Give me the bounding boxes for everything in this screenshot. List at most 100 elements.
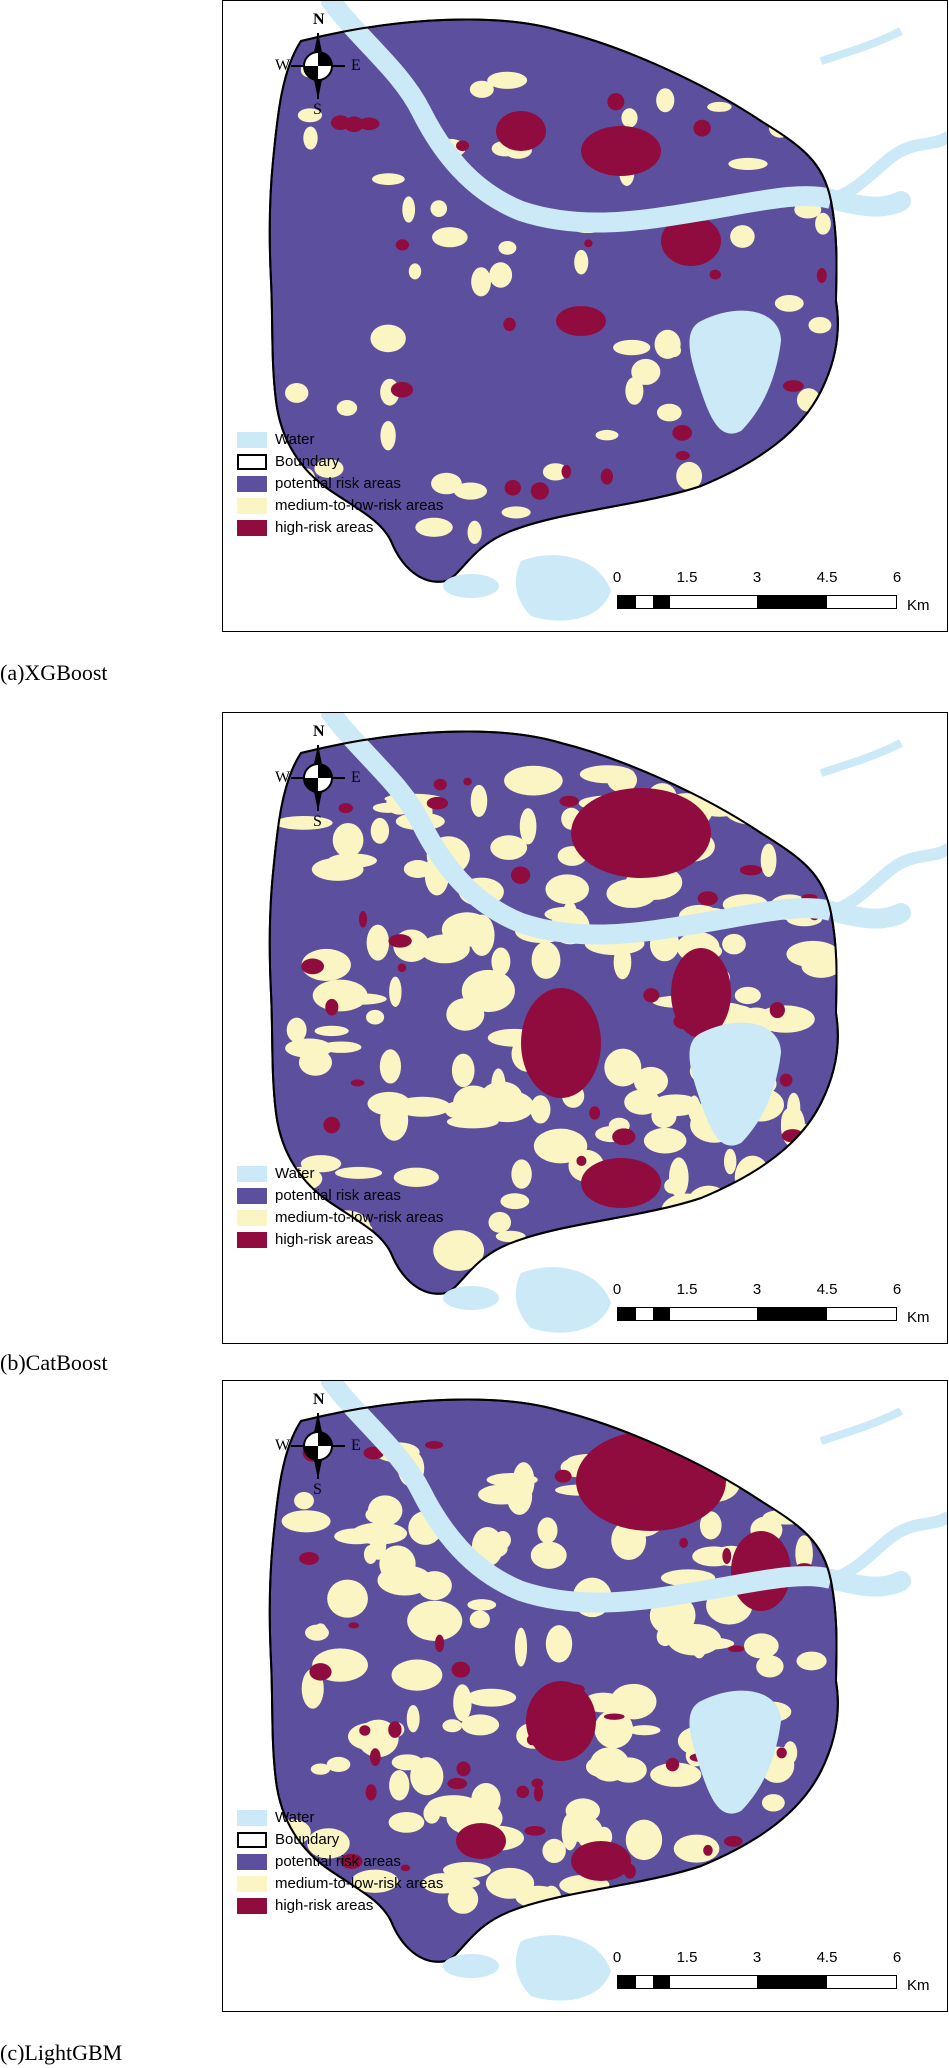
map-canvas xyxy=(268,1,947,621)
medium-risk-patch xyxy=(790,831,838,862)
medium-risk-patch xyxy=(347,1722,395,1751)
medium-risk-patch xyxy=(478,1484,526,1505)
medium-risk-patch xyxy=(728,157,768,170)
legend-label: potential risk areas xyxy=(275,1853,401,1870)
medium-risk-patch xyxy=(461,1714,500,1736)
high-risk-patch xyxy=(524,1826,546,1836)
medium-risk-patch xyxy=(673,1834,720,1863)
high-risk-patch xyxy=(776,1747,787,1759)
medium-risk-patch xyxy=(594,1709,634,1749)
high-risk-patch xyxy=(709,269,721,280)
medium-risk-patch xyxy=(566,1820,599,1843)
legend-label: medium-to-low-risk areas xyxy=(275,497,444,514)
high-risk-patch xyxy=(769,1001,785,1019)
medium-risk-patch xyxy=(670,1215,684,1227)
high-risk-patch xyxy=(814,1500,836,1519)
legend-swatch-medium xyxy=(237,1876,267,1892)
medium-risk-patch xyxy=(748,1890,774,1927)
medium-risk-patch xyxy=(723,1148,737,1175)
medium-risk-patch xyxy=(488,1211,512,1233)
medium-risk-patch xyxy=(643,1127,687,1154)
high-risk-patch xyxy=(516,1785,530,1799)
medium-risk-patch xyxy=(687,1185,731,1222)
high-risk-patch xyxy=(818,795,838,804)
high-risk-patch xyxy=(665,1757,680,1772)
medium-risk-patch xyxy=(336,400,358,416)
medium-risk-patch xyxy=(710,523,737,539)
map-legend: Water Boundary potential risk areas medium-… xyxy=(237,1810,497,1920)
panel-caption: (b)CatBoost xyxy=(0,1350,108,1375)
high-risk-patch xyxy=(753,1906,766,1915)
compass-south-label: S xyxy=(313,101,322,118)
medium-risk-patch xyxy=(312,979,368,1012)
medium-risk-patch xyxy=(281,1510,331,1533)
legend-label: Water xyxy=(275,1809,315,1826)
high-risk-patch xyxy=(510,866,531,884)
high-risk-patch xyxy=(554,1469,572,1483)
scale-tick-label: 0 xyxy=(612,1281,622,1298)
medium-risk-patch xyxy=(730,225,755,248)
high-risk-patch xyxy=(779,1073,793,1087)
medium-risk-patch xyxy=(604,1048,642,1087)
high-risk-patch xyxy=(675,450,690,461)
high-risk-patch xyxy=(434,1634,445,1653)
medium-risk-patch xyxy=(808,1823,838,1858)
compass-rose: N S W E xyxy=(273,723,363,833)
medium-risk-patch xyxy=(657,403,682,422)
high-risk-patch xyxy=(504,479,521,496)
high-risk-patch xyxy=(673,1013,693,1030)
high-risk-patch xyxy=(388,1721,402,1738)
compass-south-label: S xyxy=(313,1481,322,1498)
high-risk-patch xyxy=(369,1748,381,1766)
legend-label: medium-to-low-risk areas xyxy=(275,1875,444,1892)
medium-risk-patch xyxy=(530,1541,567,1569)
medium-risk-patch xyxy=(610,1683,657,1720)
medium-risk-patch xyxy=(519,808,537,845)
legend-swatch-water xyxy=(237,1166,267,1182)
medium-risk-patch xyxy=(795,1435,808,1462)
compass-east-label: E xyxy=(351,57,361,74)
medium-risk-patch xyxy=(285,383,309,403)
high-risk-patch xyxy=(581,1158,661,1208)
high-risk-patch xyxy=(456,1761,471,1777)
high-risk-patch xyxy=(556,306,606,336)
high-risk-patch xyxy=(530,482,549,500)
medium-risk-patch xyxy=(743,1633,779,1659)
medium-risk-patch xyxy=(469,1610,490,1629)
high-risk-patch xyxy=(365,1784,377,1801)
medium-risk-patch xyxy=(656,1626,674,1647)
river xyxy=(323,1399,834,1613)
scale-tick-label: 1.5 xyxy=(676,1281,698,1298)
medium-risk-patch xyxy=(489,262,513,288)
legend-item-water: Water xyxy=(237,1810,497,1826)
medium-risk-patch xyxy=(285,1038,333,1058)
medium-risk-patch xyxy=(310,1763,331,1775)
legend-swatch-high xyxy=(237,1232,267,1248)
map-legend: Water Boundary potential risk areas medium-… xyxy=(237,432,497,542)
lake xyxy=(515,555,611,621)
legend-label: medium-to-low-risk areas xyxy=(275,1209,444,1226)
high-risk-patch xyxy=(643,988,660,1003)
medium-risk-patch xyxy=(544,907,584,922)
medium-risk-patch xyxy=(628,1725,661,1736)
medium-risk-patch xyxy=(500,1193,530,1210)
scale-tick-label: 0 xyxy=(612,1949,622,1966)
scale-tick-label: 1.5 xyxy=(676,1949,698,1966)
legend-label: Water xyxy=(275,431,315,448)
medium-risk-patch xyxy=(487,71,528,89)
scale-tick-label: 3 xyxy=(752,1281,762,1298)
medium-risk-patch xyxy=(631,358,661,385)
medium-risk-patch xyxy=(490,835,528,860)
scale-bar: 0 1.5 3 4.5 6 Km xyxy=(595,1281,935,1339)
medium-risk-patch xyxy=(613,944,632,980)
compass-west-label: W xyxy=(275,1437,291,1454)
medium-risk-patch xyxy=(498,241,517,255)
medium-risk-patch xyxy=(690,1624,708,1659)
high-risk-patch xyxy=(589,1106,601,1120)
medium-risk-patch xyxy=(366,1009,385,1025)
compass-rose: N S W E xyxy=(273,1391,363,1501)
high-risk-patch xyxy=(548,1033,565,1046)
medium-risk-patch xyxy=(415,517,453,537)
scale-tick-label: 6 xyxy=(892,1949,902,1966)
legend-item-boundary: Boundary xyxy=(237,454,497,470)
